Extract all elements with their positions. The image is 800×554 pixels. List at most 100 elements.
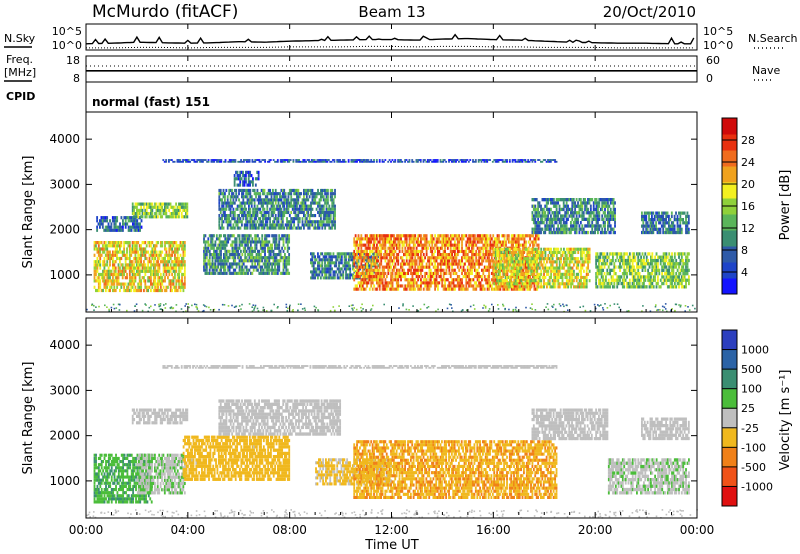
power-echo-cell xyxy=(150,279,152,283)
power-echo-cell xyxy=(492,275,495,279)
power-echo-cell xyxy=(523,284,526,288)
power-echo-cell xyxy=(511,263,514,267)
power-echo-cell xyxy=(395,287,398,291)
power-echo-cell xyxy=(332,210,335,215)
power-echo-cell xyxy=(404,287,407,291)
power-echo-cell xyxy=(305,198,308,202)
power-echo-cell xyxy=(489,284,492,288)
power-echo-cell xyxy=(228,262,231,266)
power-echo-cell xyxy=(119,269,121,273)
power-echo-cell xyxy=(225,207,228,211)
power-echo-cell xyxy=(266,207,269,211)
power-echo-cell xyxy=(183,272,186,277)
power-echo-cell xyxy=(165,253,168,257)
power-echo-cell xyxy=(134,215,137,219)
power-echo-cell xyxy=(364,243,367,247)
power-echo-cell xyxy=(488,243,490,247)
power-echo-cell xyxy=(498,265,500,269)
power-echo-cell xyxy=(95,263,97,267)
power-echo-cell xyxy=(312,195,315,199)
power-echo-cell xyxy=(445,265,448,269)
power-echo-cell xyxy=(489,259,492,263)
power-echo-cell xyxy=(505,287,507,291)
power-echo-cell xyxy=(427,284,429,288)
power-echo-cell xyxy=(312,226,315,230)
power-echo-cell xyxy=(220,259,222,263)
power-echo-cell xyxy=(469,262,472,266)
power-echo-cell xyxy=(117,250,120,254)
power-echo-cell xyxy=(444,246,446,250)
power-echo-cell xyxy=(478,240,481,244)
power-echo-cell xyxy=(523,243,526,247)
power-echo-cell xyxy=(493,287,496,291)
power-echo-cell xyxy=(281,234,284,238)
power-echo-cell xyxy=(151,212,154,216)
power-echo-cell xyxy=(483,234,486,238)
power-echo-cell xyxy=(102,288,104,293)
power-echo-cell xyxy=(294,188,297,193)
power-echo-cell xyxy=(368,278,371,282)
power-echo-cell xyxy=(395,275,398,279)
power-echo-cell xyxy=(464,256,466,260)
power-echo-cell xyxy=(496,250,499,255)
power-echo-cell xyxy=(229,214,232,218)
power-echo-cell xyxy=(324,201,327,205)
power-echo-cell xyxy=(446,243,449,247)
power-echo-cell xyxy=(121,282,124,286)
power-echo-cell xyxy=(285,237,288,241)
power-echo-cell xyxy=(390,275,393,279)
power-echo-cell xyxy=(471,249,473,254)
power-echo-cell xyxy=(137,250,140,254)
power-echo-cell xyxy=(261,243,264,247)
power-echo-cell xyxy=(561,254,564,258)
power-echo-cell xyxy=(269,243,272,247)
power-echo-cell xyxy=(104,272,107,277)
power-echo-cell xyxy=(293,192,296,196)
power-echo-cell xyxy=(107,228,110,232)
power-echo-cell xyxy=(483,237,486,241)
power-echo-cell xyxy=(318,192,321,196)
power-echo-cell xyxy=(126,222,129,226)
power-echo-cell xyxy=(257,253,259,257)
power-echo-cell xyxy=(267,265,269,269)
power-echo-cell xyxy=(133,288,135,293)
power-echo-cell xyxy=(366,249,368,254)
power-echo-cell xyxy=(376,275,378,279)
power-echo-cell xyxy=(397,271,400,276)
power-echo-cell xyxy=(469,278,472,282)
power-echo-cell xyxy=(112,250,114,254)
power-echo-cell xyxy=(327,188,329,193)
power-echo-cell xyxy=(340,273,343,277)
power-echo-cell xyxy=(116,228,119,232)
power-echo-cell xyxy=(175,285,178,289)
power-echo-cell xyxy=(251,237,254,241)
power-echo-cell xyxy=(130,253,133,257)
power-echo-cell xyxy=(570,250,573,255)
power-echo-cell xyxy=(217,253,220,257)
power-echo-cell xyxy=(353,278,356,282)
power-echo-cell xyxy=(498,259,500,263)
power-echo-cell xyxy=(493,266,496,270)
power-echo-cell xyxy=(354,246,357,250)
power-echo-cell xyxy=(533,247,536,251)
power-echo-cell xyxy=(152,247,155,251)
power-echo-cell xyxy=(283,207,286,211)
power-echo-cell xyxy=(260,223,263,227)
power-echo-cell xyxy=(265,240,268,244)
power-echo-cell xyxy=(151,250,154,254)
power-echo-cell xyxy=(359,284,361,288)
power-echo-cell xyxy=(468,268,471,272)
power-echo-cell xyxy=(534,237,537,241)
power-echo-cell xyxy=(397,262,400,266)
power-echo-cell xyxy=(390,249,393,254)
cpid-value: normal (fast) 151 xyxy=(92,95,210,109)
power-echo-cell xyxy=(390,265,393,269)
power-echo-cell xyxy=(412,237,415,241)
power-echo-cell xyxy=(179,288,182,293)
power-echo-cell xyxy=(500,263,503,267)
power-echo-cell xyxy=(547,266,550,270)
power-echo-cell xyxy=(527,263,530,267)
power-echo-cell xyxy=(293,207,296,211)
power-echo-cell xyxy=(366,255,368,259)
power-echo-cell xyxy=(183,244,186,248)
